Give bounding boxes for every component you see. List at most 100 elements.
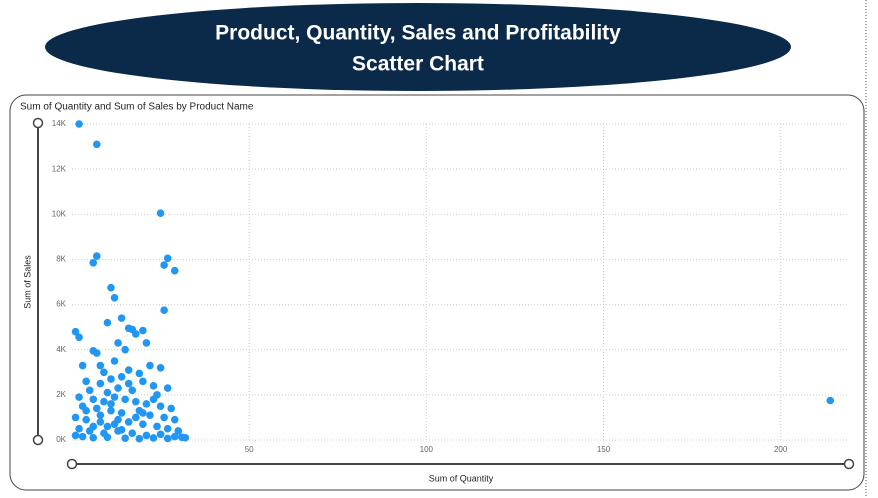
scatter-point (124, 418, 133, 426)
page-title: Scatter Chart (352, 53, 484, 76)
scatter-point (117, 314, 126, 322)
scatter-point (96, 411, 105, 419)
scatter-point (110, 357, 119, 365)
x-tick-label: 100 (420, 445, 434, 454)
scatter-point (826, 396, 835, 405)
scatter-point (110, 393, 119, 401)
scatter-point (96, 379, 105, 388)
scatter-point (110, 294, 119, 302)
scatter-point (142, 431, 151, 440)
slider-handle[interactable] (66, 458, 78, 470)
scatter-point (181, 433, 190, 442)
scatter-point (75, 333, 83, 342)
y-tick-label: 0K (56, 435, 66, 444)
scatter-point (117, 409, 126, 417)
scatter-point (93, 404, 101, 413)
scatter-point (71, 413, 80, 422)
scatter-point (78, 432, 87, 441)
y-axis-label: Sum of Sales (22, 255, 32, 309)
scatter-point (160, 413, 168, 422)
scatter-point (163, 384, 172, 392)
scatter-point (160, 261, 168, 269)
y-tick-label: 4K (56, 345, 66, 354)
page-title: Product, Quantity, Sales and Profitabili… (215, 22, 621, 45)
scatter-point (117, 426, 126, 434)
scatter-point (114, 415, 122, 424)
scatter-point (121, 434, 129, 442)
x-tick-label: 50 (245, 445, 254, 454)
scatter-point (124, 366, 133, 374)
scatter-point (135, 434, 144, 443)
scatter-point (96, 418, 105, 426)
scatter-point (96, 361, 105, 370)
slider-handle[interactable] (843, 458, 855, 470)
scatter-point (156, 363, 165, 372)
scatter-point (139, 326, 147, 335)
chart-card (9, 94, 865, 491)
scatter-point (156, 430, 165, 439)
scatter-point (121, 345, 129, 354)
scatter-point (75, 393, 83, 401)
title-banner (45, 3, 791, 91)
scatter-point (93, 349, 101, 357)
scatter-point (160, 306, 168, 315)
x-tick-label: 150 (597, 445, 611, 454)
scatter-point (85, 386, 94, 395)
scatter-point (82, 415, 90, 424)
scatter-point (89, 395, 98, 404)
scatter-point (153, 422, 161, 431)
scatter-point (89, 433, 98, 442)
scatter-point (107, 283, 115, 292)
scatter-point (75, 424, 83, 433)
y-tick-label: 12K (52, 164, 67, 173)
scatter-point (142, 339, 151, 347)
scatter-point (149, 434, 158, 442)
slider-handle[interactable] (32, 434, 44, 446)
scatter-point (135, 369, 144, 378)
scatter-point (75, 120, 83, 128)
slider-handle[interactable] (32, 117, 44, 129)
scatter-point (100, 368, 108, 377)
scatter-point (146, 411, 154, 419)
scatter-point (131, 330, 140, 338)
scatter-point (107, 400, 115, 408)
scatter-point (103, 422, 112, 431)
scatter-point (170, 432, 179, 441)
scatter-point (149, 395, 158, 404)
scatter-point (163, 434, 172, 443)
scatter-point (82, 406, 90, 415)
scatter-point (139, 377, 147, 386)
scatter-point (131, 397, 140, 406)
scatter-point (78, 361, 87, 370)
scatter-point (103, 318, 112, 327)
scatter-point (124, 379, 133, 388)
scatter-point (71, 431, 80, 440)
scatter-point (107, 375, 115, 383)
scatter-point (170, 266, 179, 275)
y-tick-label: 6K (56, 300, 66, 309)
scatter-point (93, 252, 101, 260)
y-tick-label: 8K (56, 255, 66, 264)
scatter-point (156, 209, 165, 217)
scatter-point (142, 400, 151, 408)
scatter-point (167, 404, 176, 413)
scatter-point (114, 384, 122, 392)
scatter-point (103, 433, 112, 442)
scatter-point (146, 361, 154, 370)
scatter-point (128, 386, 137, 395)
scatter-point (82, 377, 90, 386)
scatter-point (163, 254, 172, 263)
y-tick-label: 10K (52, 209, 67, 218)
scatter-point (139, 409, 147, 417)
scatter-point (149, 382, 158, 390)
x-axis-label: Sum of Quantity (429, 473, 494, 483)
chart-title: Sum of Quantity and Sum of Sales by Prod… (20, 102, 254, 113)
scatter-point (100, 397, 108, 406)
scatter-point (103, 388, 112, 397)
scatter-point (89, 422, 98, 431)
x-tick-label: 200 (774, 445, 788, 454)
scatter-point (163, 424, 172, 433)
y-tick-label: 14K (52, 119, 67, 128)
scatter-point (121, 395, 129, 404)
